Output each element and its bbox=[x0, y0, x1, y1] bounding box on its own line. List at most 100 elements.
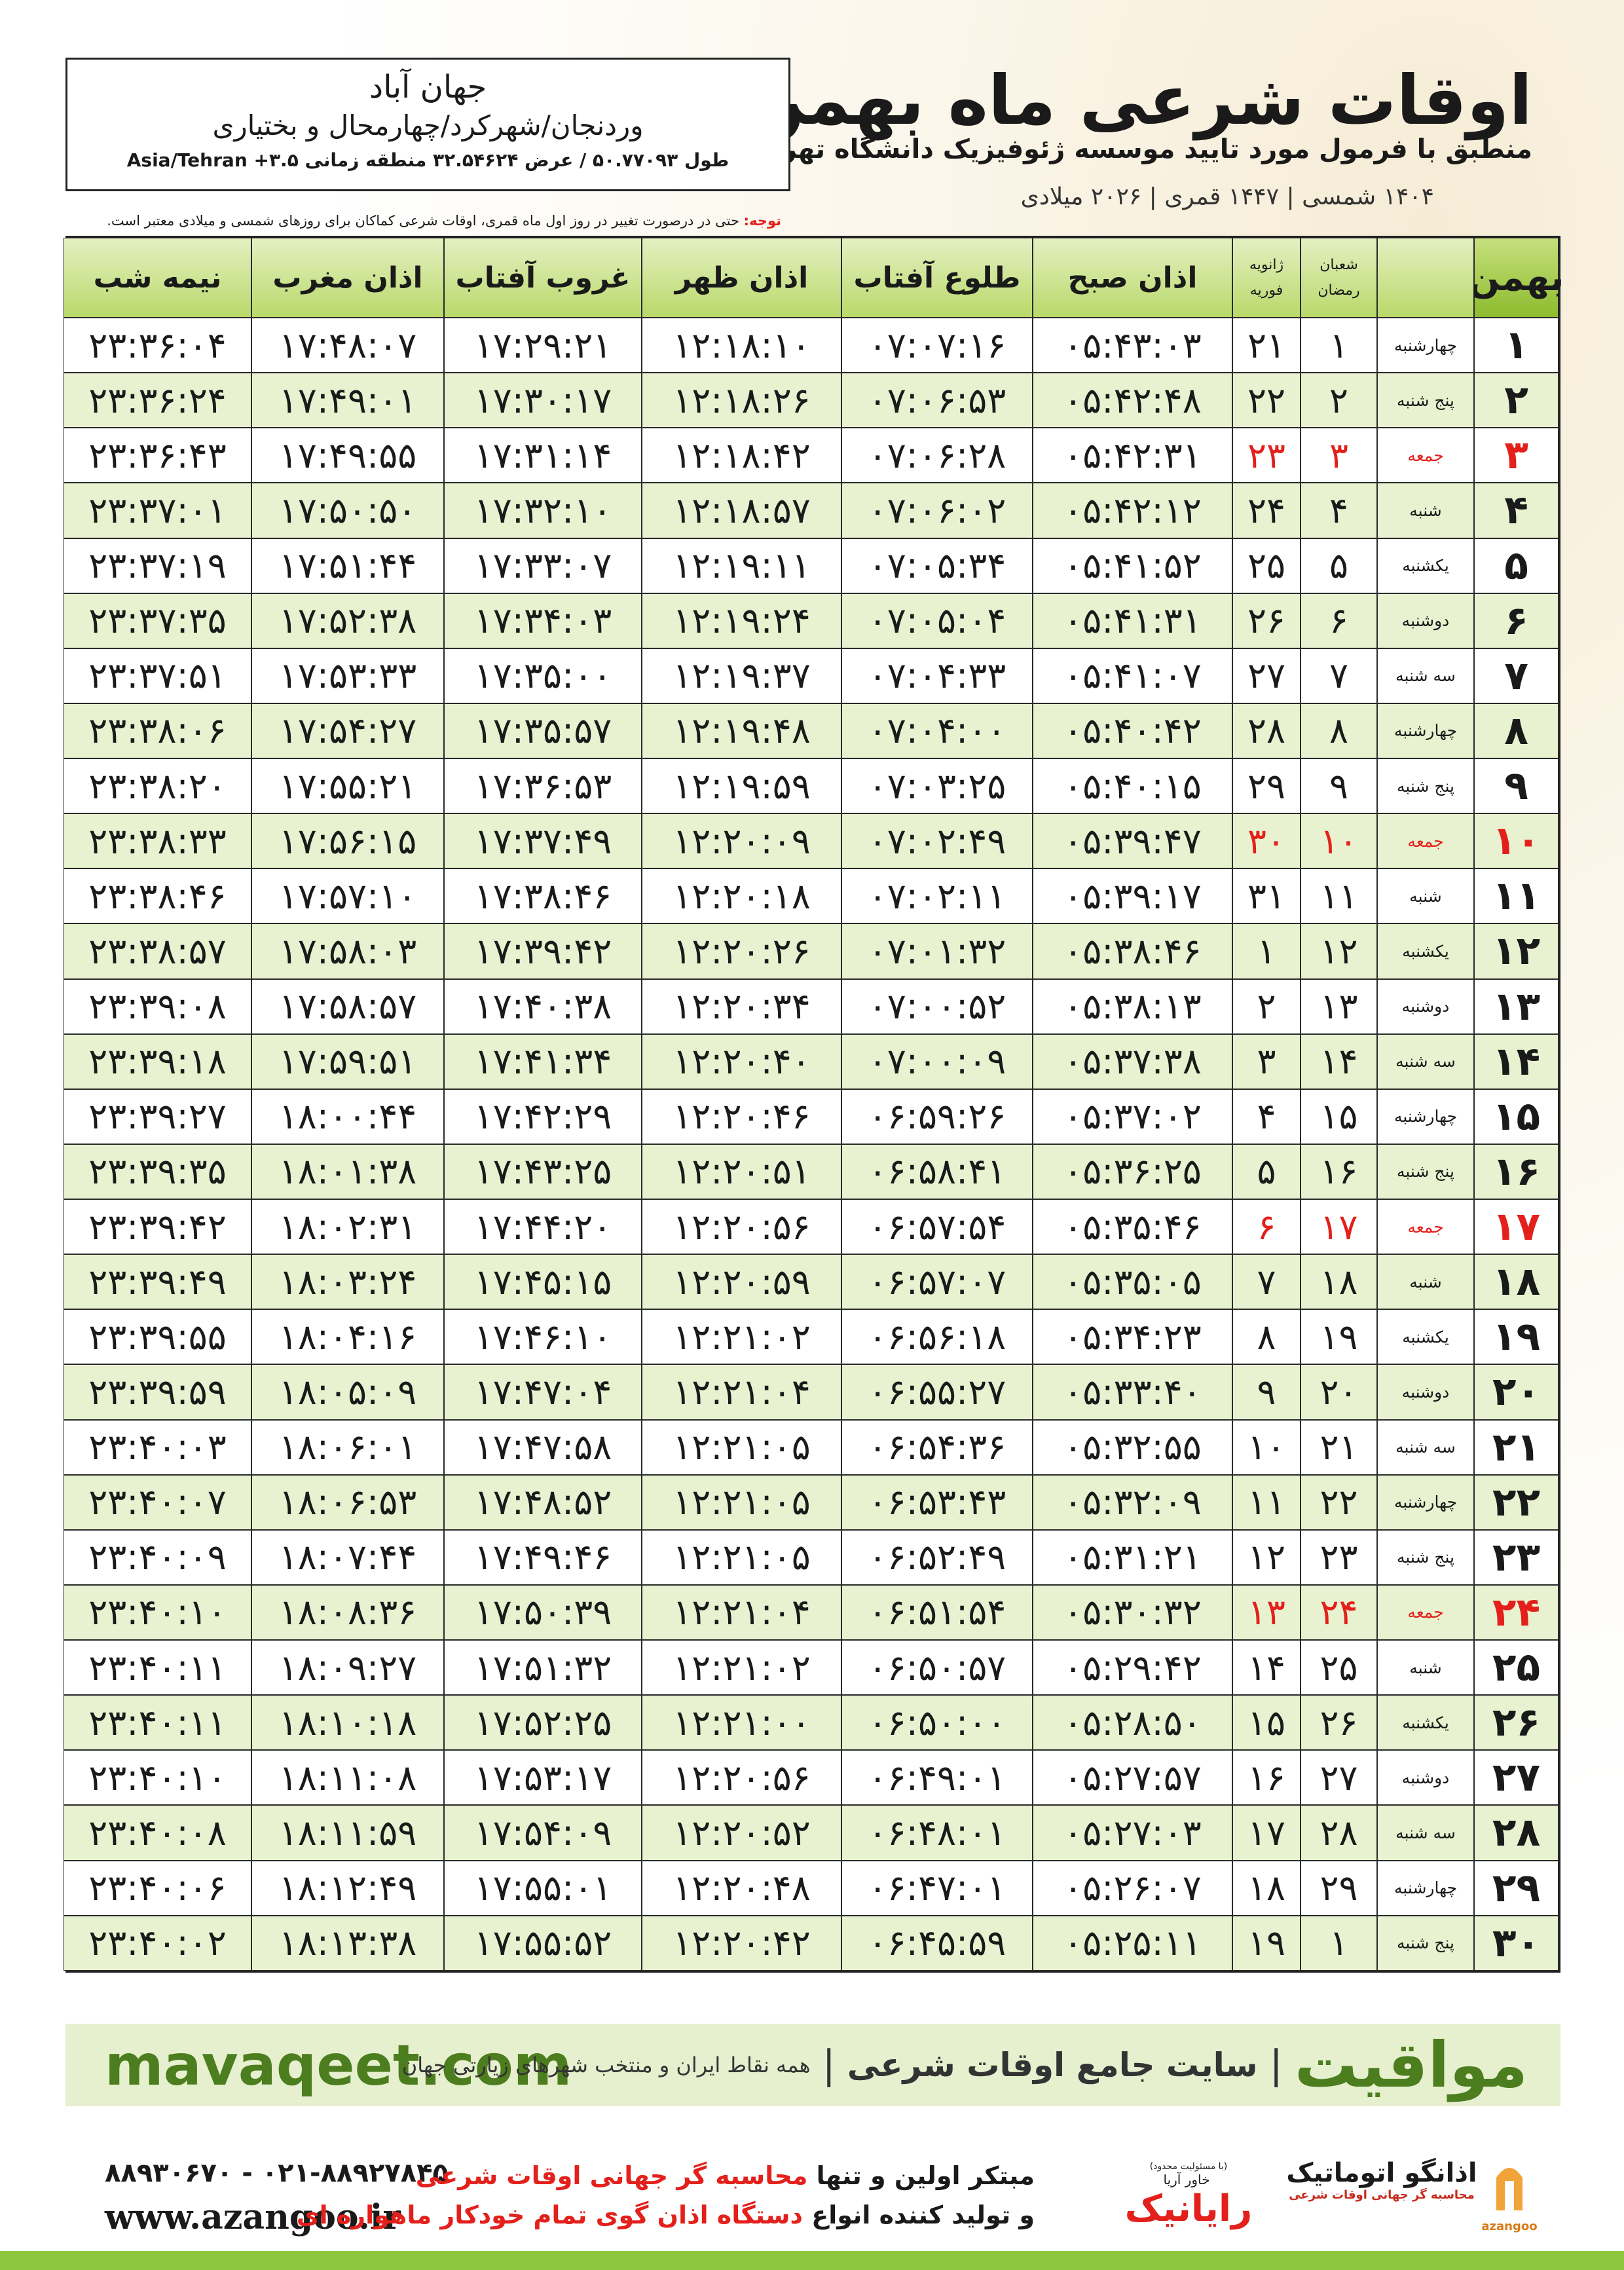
table-cell: ۱۲:۲۰:۵۶ bbox=[642, 1750, 841, 1806]
brand: مواقیت bbox=[1294, 2028, 1528, 2102]
table-cell: پنج شنبه bbox=[1377, 373, 1474, 428]
table-cell: ۰۶:۵۱:۵۴ bbox=[841, 1584, 1033, 1640]
table-cell: ۱۷:۵۱:۴۴ bbox=[251, 538, 444, 593]
footer-line: مبتکر اولین و تنها محاسبه گر جهانی اوقات… bbox=[416, 2161, 1035, 2190]
table-cell: ۰۷:۰۶:۵۳ bbox=[841, 373, 1033, 428]
table-cell: ۰۷:۰۰:۵۲ bbox=[841, 978, 1033, 1034]
table-cell: ۱۷:۵۷:۱۰ bbox=[251, 868, 444, 924]
table-cell: ۱۷ bbox=[1232, 1805, 1301, 1861]
table-cell: ۰۵:۳۷:۰۲ bbox=[1033, 1088, 1232, 1144]
table-cell: ۲۲ bbox=[1232, 373, 1301, 428]
column-header: اذان ظهر bbox=[642, 238, 841, 318]
table-cell: ۰۷:۰۶:۰۲ bbox=[841, 483, 1033, 538]
table-cell: شنبه bbox=[1377, 1640, 1474, 1696]
table-cell: ۱۷:۳۹:۴۲ bbox=[444, 923, 642, 979]
table-cell: ۰۷:۰۵:۰۴ bbox=[841, 593, 1033, 648]
table-cell: ۲۳:۳۹:۵۵ bbox=[64, 1309, 251, 1365]
table-cell: ۱۷ bbox=[1301, 1199, 1377, 1255]
table-cell: ۲۹ bbox=[1474, 1860, 1559, 1916]
table-cell: ۲۳:۳۷:۳۵ bbox=[64, 593, 251, 648]
table-cell: ۱۲:۲۱:۰۵ bbox=[642, 1474, 841, 1530]
table-cell: ۱۸:۰۸:۳۶ bbox=[251, 1584, 444, 1640]
table-cell: ۰۵:۴۲:۳۱ bbox=[1033, 428, 1232, 483]
table-cell: ۱۲:۲۰:۴۲ bbox=[642, 1915, 841, 1971]
table-cell: ۰۵:۳۹:۴۷ bbox=[1033, 813, 1232, 869]
table-cell: دوشنبه bbox=[1377, 1750, 1474, 1806]
table-cell: ۲۹ bbox=[1232, 758, 1301, 814]
table-cell: ۱۷:۵۳:۳۳ bbox=[251, 648, 444, 703]
table-cell: ۱۲:۲۰:۵۹ bbox=[642, 1254, 841, 1310]
table-cell: ۲۱ bbox=[1301, 1419, 1377, 1475]
table-cell: ۱۲:۲۱:۰۵ bbox=[642, 1419, 841, 1475]
table-cell: ۲۳:۴۰:۱۱ bbox=[64, 1695, 251, 1751]
table-cell: ۱۷:۳۴:۰۳ bbox=[444, 593, 642, 648]
table-cell: ۰۵:۳۲:۵۵ bbox=[1033, 1419, 1232, 1475]
table-cell: ۱۴ bbox=[1301, 1033, 1377, 1089]
note-label: توجه: bbox=[743, 213, 781, 229]
column-header bbox=[1377, 238, 1474, 318]
table-cell: ۱۸:۱۲:۴۹ bbox=[251, 1860, 444, 1916]
table-cell: ۱۲:۲۱:۰۵ bbox=[642, 1529, 841, 1585]
table-cell: ۱۸:۰۴:۱۶ bbox=[251, 1309, 444, 1365]
logo-sub: محاسبه گر جهانی اوقات شرعی bbox=[1289, 2188, 1475, 2202]
table-cell: پنج شنبه bbox=[1377, 758, 1474, 814]
azangoo-logo: اذانگو اتوماتیک محاسبه گر جهانی اوقات شر… bbox=[1283, 2158, 1480, 2237]
table-cell: ۲۹ bbox=[1301, 1860, 1377, 1916]
table-cell: ۷ bbox=[1301, 648, 1377, 703]
table-cell: یکشنبه bbox=[1377, 1695, 1474, 1751]
table-cell: ۱۸:۱۱:۵۹ bbox=[251, 1805, 444, 1861]
table-cell: ۳ bbox=[1232, 1033, 1301, 1089]
table-cell: ۱۷:۴۵:۱۵ bbox=[444, 1254, 642, 1310]
table-cell: سه شنبه bbox=[1377, 648, 1474, 703]
table-cell: ۱۱ bbox=[1301, 868, 1377, 924]
table-cell: ۱۳ bbox=[1474, 978, 1559, 1034]
table-cell: ۲۳:۴۰:۱۱ bbox=[64, 1640, 251, 1696]
subtitle: منطبق با فرمول مورد تایید موسسه ژئوفیزیک… bbox=[750, 134, 1532, 164]
table-cell: ۲۷ bbox=[1301, 1750, 1377, 1806]
table-cell: سه شنبه bbox=[1377, 1419, 1474, 1475]
table-cell: ۲۳:۳۶:۰۴ bbox=[64, 318, 251, 373]
table-cell: ۱۲:۲۱:۰۲ bbox=[642, 1309, 841, 1365]
table-cell: ۱۷:۳۲:۱۰ bbox=[444, 483, 642, 538]
table-cell: ۲۷ bbox=[1232, 648, 1301, 703]
table-cell: ۲۳:۳۹:۴۲ bbox=[64, 1199, 251, 1255]
table-cell: ۱۸:۰۷:۴۴ bbox=[251, 1529, 444, 1585]
table-cell: ۱۷:۵۰:۳۹ bbox=[444, 1584, 642, 1640]
table-cell: ۰۵:۳۷:۳۸ bbox=[1033, 1033, 1232, 1089]
table-cell: ۱۷:۵۱:۳۲ bbox=[444, 1640, 642, 1696]
table-cell: ۲۳:۴۰:۰۷ bbox=[64, 1474, 251, 1530]
table-cell: ۲۳:۳۷:۵۱ bbox=[64, 648, 251, 703]
column-header: طلوع آفتاب bbox=[841, 238, 1033, 318]
table-cell: ۱۷:۵۰:۵۰ bbox=[251, 483, 444, 538]
table-cell: ۱۷:۴۲:۲۹ bbox=[444, 1088, 642, 1144]
table-cell: ۱۲:۲۰:۰۹ bbox=[642, 813, 841, 869]
table-cell: ۲۳:۴۰:۰۹ bbox=[64, 1529, 251, 1585]
site: mavaqeet.com bbox=[105, 2033, 572, 2098]
table-cell: ۲۳:۴۰:۰۶ bbox=[64, 1860, 251, 1916]
table-cell: ۱۲:۱۹:۵۹ bbox=[642, 758, 841, 814]
table-cell: ۰۵:۲۸:۵۰ bbox=[1033, 1695, 1232, 1751]
table-cell: ۱۸:۱۰:۱۸ bbox=[251, 1695, 444, 1751]
table-cell: جمعه bbox=[1377, 813, 1474, 869]
table-cell: چهارشنبه bbox=[1377, 1088, 1474, 1144]
column-header-line: شعبان bbox=[1320, 257, 1358, 273]
table-cell: ۱۱ bbox=[1232, 1474, 1301, 1530]
table-cell: یکشنبه bbox=[1377, 1309, 1474, 1365]
table-cell: ۱۲:۱۹:۱۱ bbox=[642, 538, 841, 593]
location-name: جهان آباد bbox=[369, 69, 487, 105]
table-cell: ۰۵:۳۸:۴۶ bbox=[1033, 923, 1232, 979]
table-cell: ۰۶:۵۳:۴۳ bbox=[841, 1474, 1033, 1530]
table-cell: ۲۳:۴۰:۰۳ bbox=[64, 1419, 251, 1475]
table-cell: ۰۶:۵۲:۴۹ bbox=[841, 1529, 1033, 1585]
table-cell: ۰۶:۵۵:۲۷ bbox=[841, 1364, 1033, 1420]
table-cell: شنبه bbox=[1377, 483, 1474, 538]
table-cell: ۱۸ bbox=[1474, 1254, 1559, 1310]
table-cell: ۲۶ bbox=[1474, 1695, 1559, 1751]
table-cell: ۰۷:۰۶:۲۸ bbox=[841, 428, 1033, 483]
table-cell: ۲۳:۳۹:۲۷ bbox=[64, 1088, 251, 1144]
separator: | bbox=[1269, 2042, 1283, 2088]
column-header: بهمن bbox=[1469, 238, 1564, 318]
table-cell: ۱۳ bbox=[1232, 1584, 1301, 1640]
table-cell: ۲۸ bbox=[1232, 703, 1301, 758]
note: توجه: حتی در درصورت تغییر در روز اول ماه… bbox=[65, 213, 781, 229]
